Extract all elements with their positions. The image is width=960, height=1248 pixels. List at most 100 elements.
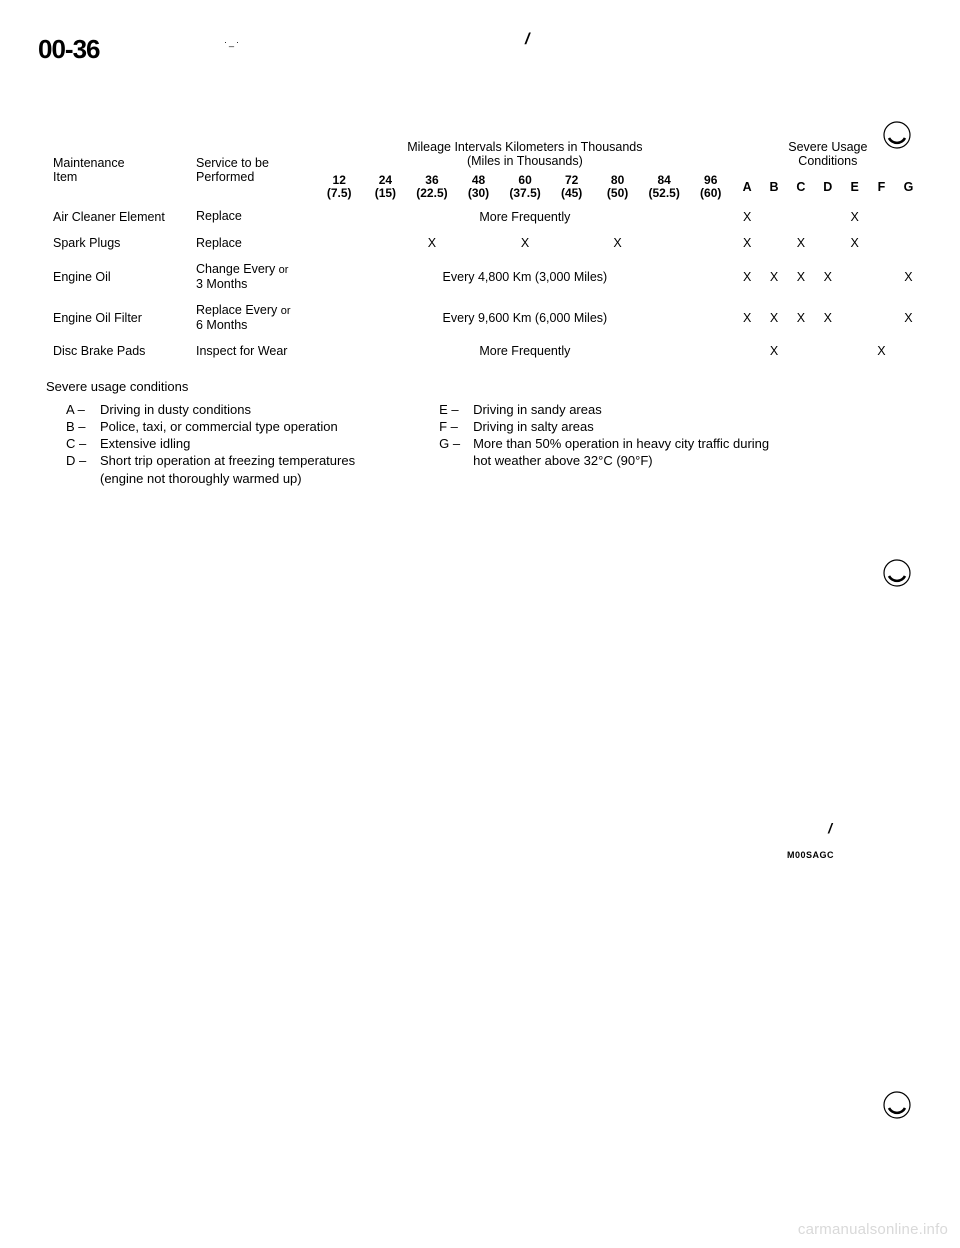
legend-text: Driving in dusty conditions <box>100 402 251 418</box>
cell-item: Engine Oil <box>48 256 194 297</box>
cell-usage: X <box>814 297 841 338</box>
cell-interval <box>362 230 408 256</box>
cell-usage: X <box>734 230 761 256</box>
table-row: Engine Oil FilterReplace Every or6 Month… <box>48 297 922 338</box>
cell-interval <box>688 230 734 256</box>
cell-interval <box>456 230 502 256</box>
severe-usage-title: Severe usage conditions <box>46 379 922 394</box>
legend-row: B –Police, taxi, or commercial type oper… <box>66 419 355 435</box>
cell-usage: X <box>841 230 868 256</box>
cell-interval: X <box>595 230 641 256</box>
header-mileage: Mileage Intervals Kilometers in Thousand… <box>316 137 734 171</box>
legend-row: D –Short trip operation at freezing temp… <box>66 453 355 469</box>
header-service: Service to be Performed <box>194 137 316 203</box>
header-interval: 36(22.5) <box>408 171 455 203</box>
cell-usage: X <box>787 230 814 256</box>
cell-note: Every 9,600 Km (6,000 Miles) <box>316 297 734 338</box>
legend-text: Short trip operation at freezing tempera… <box>100 453 355 469</box>
cell-usage <box>895 338 922 364</box>
doc-code: M00SAGC <box>787 850 834 860</box>
legend-key: A – <box>66 402 100 418</box>
cell-usage: X <box>814 256 841 297</box>
table-row: Disc Brake PadsInspect for WearMore Freq… <box>48 338 922 364</box>
legend-key: B – <box>66 419 100 435</box>
cell-usage: X <box>761 297 788 338</box>
legend-text: Driving in sandy areas <box>473 402 602 418</box>
legend-text-cont: (engine not thoroughly warmed up) <box>100 471 355 487</box>
cell-usage <box>814 230 841 256</box>
cell-service: Inspect for Wear <box>194 338 316 364</box>
cell-item: Spark Plugs <box>48 230 194 256</box>
maintenance-table: Maintenance Item Service to be Performed… <box>48 137 922 365</box>
cell-note: More Frequently <box>316 203 734 229</box>
cell-usage: X <box>734 203 761 229</box>
cell-usage: X <box>734 256 761 297</box>
cell-interval: X <box>408 230 455 256</box>
binder-ring-icon <box>882 1090 912 1120</box>
cell-usage <box>868 230 895 256</box>
cell-interval <box>641 230 688 256</box>
header-usage-col: E <box>841 171 868 203</box>
cell-usage <box>787 338 814 364</box>
cell-usage <box>868 256 895 297</box>
header-slash: / <box>525 31 529 49</box>
header-usage-col: A <box>734 171 761 203</box>
cell-usage: X <box>734 297 761 338</box>
cell-note: Every 4,800 Km (3,000 Miles) <box>316 256 734 297</box>
header-item: Maintenance Item <box>48 137 194 203</box>
cell-usage: X <box>787 297 814 338</box>
legend-key: G – <box>439 436 473 452</box>
cell-usage <box>734 338 761 364</box>
legend-key: D – <box>66 453 100 469</box>
cell-service: Replace <box>194 230 316 256</box>
header-interval: 12(7.5) <box>316 171 362 203</box>
legend-text: Police, taxi, or commercial type operati… <box>100 419 338 435</box>
cell-usage: X <box>761 256 788 297</box>
legend-text: Driving in salty areas <box>473 419 594 435</box>
cell-service: Replace <box>194 203 316 229</box>
header-usage-col: D <box>814 171 841 203</box>
legend-row: E –Driving in sandy areas <box>439 402 769 418</box>
cell-usage: X <box>841 203 868 229</box>
page-slash-mark: / <box>828 820 832 836</box>
table-row: Engine OilChange Every or3 MonthsEvery 4… <box>48 256 922 297</box>
header-interval: 84(52.5) <box>641 171 688 203</box>
legend-row: A –Driving in dusty conditions <box>66 402 355 418</box>
header-interval: 96(60) <box>688 171 734 203</box>
cell-usage <box>814 203 841 229</box>
cell-usage <box>841 338 868 364</box>
cell-interval <box>549 230 595 256</box>
header-interval: 80(50) <box>595 171 641 203</box>
cell-usage <box>841 297 868 338</box>
binder-ring-icon <box>882 120 912 150</box>
cell-item: Disc Brake Pads <box>48 338 194 364</box>
header-interval: 24(15) <box>362 171 408 203</box>
legend-row: C –Extensive idling <box>66 436 355 452</box>
cell-usage: X <box>761 338 788 364</box>
cell-usage <box>895 230 922 256</box>
legend-text-cont: hot weather above 32°C (90°F) <box>473 453 769 469</box>
page-number: 00-36 <box>38 34 922 65</box>
cell-service: Change Every or3 Months <box>194 256 316 297</box>
cell-note: More Frequently <box>316 338 734 364</box>
legend-text: More than 50% operation in heavy city tr… <box>473 436 769 452</box>
legend-key: F – <box>439 419 473 435</box>
cell-usage: X <box>787 256 814 297</box>
table-row: Spark PlugsReplaceXXXXXX <box>48 230 922 256</box>
cell-usage: X <box>895 256 922 297</box>
cell-usage: X <box>895 297 922 338</box>
legend-row: G –More than 50% operation in heavy city… <box>439 436 769 452</box>
cell-interval: X <box>501 230 548 256</box>
cell-usage <box>841 256 868 297</box>
cell-usage <box>868 203 895 229</box>
binder-ring-icon <box>882 558 912 588</box>
cell-usage <box>761 230 788 256</box>
header-dots: ·_· <box>224 37 241 47</box>
table-row: Air Cleaner ElementReplaceMore Frequentl… <box>48 203 922 229</box>
legend: A –Driving in dusty conditionsB –Police,… <box>66 402 922 487</box>
header-usage-col: B <box>761 171 788 203</box>
cell-usage <box>787 203 814 229</box>
cell-usage <box>761 203 788 229</box>
header-usage-col: C <box>787 171 814 203</box>
header-usage-col: F <box>868 171 895 203</box>
